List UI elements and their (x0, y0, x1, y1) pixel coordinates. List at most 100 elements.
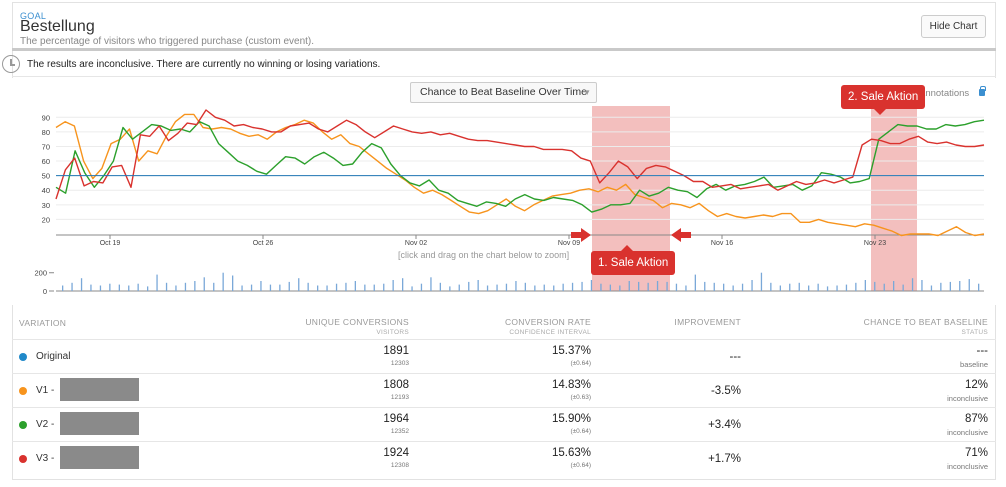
visitor-bar (364, 284, 366, 291)
hide-chart-button[interactable]: Hide Chart (921, 15, 986, 38)
visitor-bar (609, 284, 611, 291)
clock-icon (2, 55, 20, 73)
chart-type-select[interactable]: Chance to Beat Baseline Over Time ▼ (410, 82, 597, 103)
visitor-bar (590, 280, 593, 291)
visitor-bar (486, 285, 489, 291)
redacted-variation-name (60, 446, 139, 469)
visitor-bar (713, 282, 715, 291)
visitor-bar (307, 282, 309, 291)
arrow-right-icon (571, 228, 591, 242)
visitor-bar (874, 281, 876, 291)
visitor-bar (468, 281, 470, 291)
unique-conversions-value: 1808 (383, 379, 409, 391)
chance-to-beat-baseline-chart[interactable]: 20 30 40 50 60 70 80 90 Oct 19 Oct 26 Nov 02 Nov 09… (0, 0, 1006, 305)
visitor-bar (581, 281, 583, 291)
variation-color-dot (19, 455, 27, 463)
unique-conversions-value: 1891 (383, 345, 409, 357)
status-value: inconclusive (947, 428, 988, 437)
chart-type-select-label: Chance to Beat Baseline Over Time (420, 86, 587, 98)
visitor-bar (147, 286, 149, 291)
chart-area (12, 78, 996, 305)
variation-name: V3 - (36, 453, 55, 464)
visitor-bar (345, 282, 347, 291)
table-header: VARIATION UNIQUE CONVERSIONS VISITORS CO… (12, 308, 996, 340)
visitor-bar (373, 284, 375, 291)
series-line-1 (55, 113, 985, 237)
visitor-bar (883, 283, 885, 291)
visitor-bar (184, 282, 187, 291)
chance-to-beat-value: 87% (964, 413, 988, 425)
visitor-bar (62, 285, 64, 291)
visitor-bar (326, 285, 328, 291)
visitor-bar (128, 285, 130, 291)
visitor-bar (317, 285, 319, 291)
unique-conversions-value: 1924 (383, 447, 409, 459)
confidence-interval-value: (±0.63) (570, 394, 591, 401)
header-unique-conversions: UNIQUE CONVERSIONS (305, 317, 409, 327)
y-tick-label: 70 (42, 142, 50, 151)
status-value: inconclusive (947, 394, 988, 403)
arrow-left-icon (671, 228, 691, 242)
variation-name: V1 - (36, 385, 55, 396)
table-row[interactable]: V3 - 1924 12308 15.63% (±0.64) +1.7% 71% inconc… (12, 442, 996, 476)
chance-to-beat-value: 71% (964, 447, 988, 459)
improvement-value: -3.5% (710, 385, 741, 397)
header-improvement: IMPROVEMENT (674, 317, 741, 327)
visitor-bar (741, 283, 744, 291)
visitor-bar (402, 278, 404, 291)
visitor-bar (685, 285, 687, 291)
improvement-value: +3.4% (708, 419, 741, 431)
status-message: The results are inconclusive. There are … (27, 59, 381, 70)
x-tick-label: Nov 09 (558, 240, 580, 247)
y-tick-label: 90 (42, 113, 50, 122)
visitor-bar (232, 275, 234, 291)
visitor-bar (666, 281, 668, 291)
annotations-link[interactable]: Annotations (919, 88, 970, 99)
visitor-bar (458, 284, 460, 291)
visitor-bar (571, 282, 574, 291)
redacted-variation-name (60, 378, 139, 401)
header-confidence-interval: CONFIDENCE INTERVAL (509, 329, 591, 336)
variation-color-dot (19, 387, 27, 395)
table-row[interactable]: V1 - 1808 12193 14.83% (±0.63) -3.5% 12% inconc… (12, 374, 996, 408)
visitor-bar (288, 281, 290, 291)
y-tick-label: 20 (42, 215, 50, 224)
visitors-value: 12193 (390, 394, 409, 401)
visitor-bar (770, 282, 772, 291)
visitor-bar (723, 283, 725, 291)
visitor-bar (260, 281, 262, 291)
visitor-bar (222, 272, 224, 291)
visitor-bar (515, 281, 517, 291)
visitor-bar (978, 283, 980, 291)
visitor-bar (383, 283, 385, 291)
goal-title: Bestellung (20, 18, 95, 35)
header-variation: VARIATION (19, 318, 67, 328)
confidence-interval-value: (±0.64) (570, 462, 591, 469)
visitor-bar (335, 283, 338, 291)
visitors-value: 12352 (390, 428, 409, 435)
table-row[interactable]: V2 - 1964 12352 15.90% (±0.64) +3.4% 87% inconc… (12, 408, 996, 442)
annotation-sale-1: 1. Sale Aktion (591, 245, 676, 275)
chevron-down-icon: ▼ (583, 88, 591, 97)
confidence-interval-value: (±0.64) (570, 428, 591, 435)
visitor-bar (855, 282, 857, 291)
y-tick-label: 80 (42, 128, 50, 137)
status-value: baseline (960, 360, 988, 369)
x-tick-label: Nov 02 (405, 240, 427, 247)
visitor-bar (524, 282, 526, 291)
visitor-bar (656, 281, 659, 291)
visitor-bar (798, 282, 800, 291)
visitor-bar (80, 278, 83, 291)
visitor-bar (921, 280, 923, 291)
visitor-bar (930, 285, 933, 291)
x-tick-label: Oct 19 (100, 240, 121, 247)
visitor-bar (354, 281, 356, 291)
visitor-bar (694, 274, 696, 291)
visitor-bar (817, 283, 819, 291)
visitor-bar (449, 286, 451, 291)
visitor-bar (553, 285, 555, 291)
visitors-value: 12308 (390, 462, 409, 469)
status-bar (12, 53, 996, 77)
table-row[interactable]: Original 1891 12303 15.37% (±0.64) --- --- base… (12, 340, 996, 374)
bars-y-tick-label: 200 (34, 269, 47, 278)
